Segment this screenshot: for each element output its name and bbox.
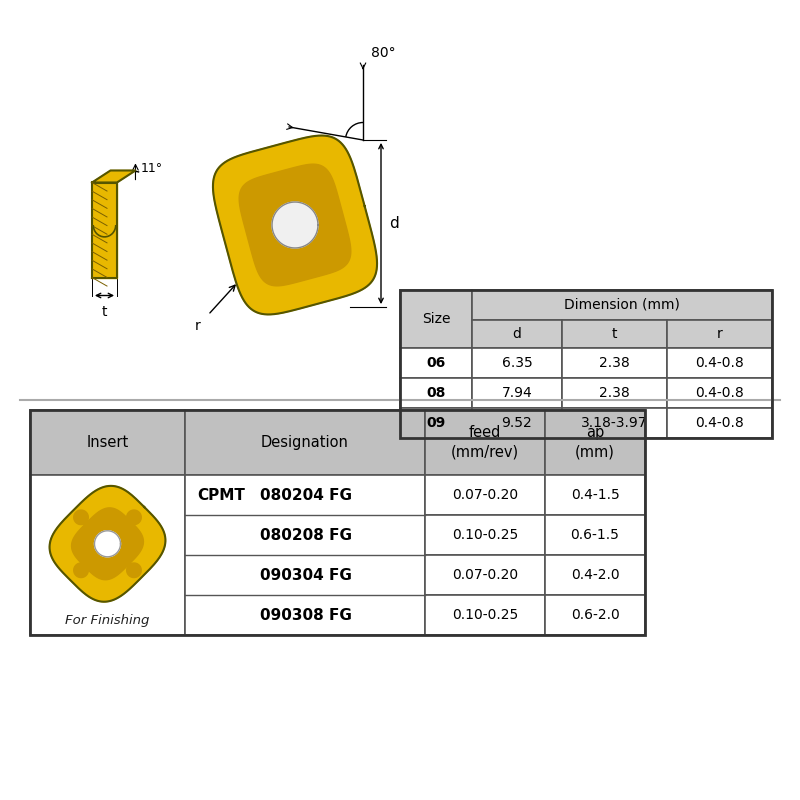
Polygon shape — [272, 202, 318, 248]
Polygon shape — [126, 510, 142, 525]
Text: 2.38: 2.38 — [599, 386, 630, 400]
Text: 3.18-3.97: 3.18-3.97 — [582, 416, 648, 430]
Polygon shape — [92, 170, 135, 182]
Polygon shape — [239, 164, 350, 286]
Bar — [667, 378, 772, 408]
Bar — [425, 515, 545, 555]
Polygon shape — [213, 135, 377, 314]
Bar — [185, 475, 425, 635]
Bar — [562, 320, 667, 348]
Bar — [425, 595, 545, 635]
Bar — [425, 555, 545, 595]
Text: 0.6-2.0: 0.6-2.0 — [570, 608, 619, 622]
Text: 6.35: 6.35 — [502, 356, 532, 370]
Bar — [545, 475, 645, 515]
Bar — [185, 410, 425, 475]
Bar — [400, 290, 772, 438]
Text: t: t — [102, 306, 107, 319]
Text: For Finishing: For Finishing — [66, 614, 150, 627]
Text: feed
(mm/rev): feed (mm/rev) — [451, 425, 519, 460]
Bar — [545, 410, 645, 475]
Text: 0.10-0.25: 0.10-0.25 — [452, 608, 518, 622]
Text: 7.94: 7.94 — [502, 386, 532, 400]
Bar — [472, 378, 562, 408]
Bar — [545, 555, 645, 595]
Text: 0.4-0.8: 0.4-0.8 — [695, 386, 744, 400]
Polygon shape — [74, 510, 88, 525]
Text: Size: Size — [422, 312, 450, 326]
Text: Dimension (mm): Dimension (mm) — [564, 298, 680, 312]
Text: 11°: 11° — [141, 162, 162, 175]
Bar — [545, 515, 645, 555]
Text: 9.52: 9.52 — [502, 416, 532, 430]
Text: 0.4-2.0: 0.4-2.0 — [570, 568, 619, 582]
Bar — [562, 378, 667, 408]
Bar — [400, 348, 472, 378]
Text: r: r — [195, 319, 201, 333]
Bar — [667, 348, 772, 378]
Bar — [425, 410, 545, 475]
Text: d: d — [513, 327, 522, 341]
Text: Insert: Insert — [86, 435, 129, 450]
Text: 0.07-0.20: 0.07-0.20 — [452, 568, 518, 582]
Text: 06: 06 — [426, 356, 446, 370]
Text: 0.10-0.25: 0.10-0.25 — [452, 528, 518, 542]
Bar — [400, 378, 472, 408]
Bar — [667, 408, 772, 438]
Bar — [400, 290, 472, 348]
Text: d: d — [389, 216, 398, 231]
Polygon shape — [71, 508, 143, 580]
Bar — [425, 475, 545, 515]
Text: Designation: Designation — [261, 435, 349, 450]
Text: 080208 FG: 080208 FG — [260, 527, 352, 542]
Bar — [562, 348, 667, 378]
Polygon shape — [126, 563, 142, 578]
Text: t: t — [612, 327, 618, 341]
Bar — [472, 408, 562, 438]
Text: CPMT: CPMT — [197, 487, 245, 502]
Polygon shape — [94, 531, 121, 557]
Text: 09: 09 — [426, 416, 446, 430]
Text: 08: 08 — [426, 386, 446, 400]
Bar — [30, 410, 185, 475]
Text: r: r — [717, 327, 722, 341]
Text: 080204 FG: 080204 FG — [260, 487, 352, 502]
Polygon shape — [92, 182, 117, 278]
Polygon shape — [50, 486, 166, 602]
Bar — [30, 475, 185, 635]
Bar — [472, 348, 562, 378]
Bar — [562, 408, 667, 438]
Bar — [30, 410, 645, 635]
Bar — [545, 595, 645, 635]
Bar — [400, 408, 472, 438]
Bar — [667, 320, 772, 348]
Polygon shape — [74, 563, 88, 578]
Text: 090308 FG: 090308 FG — [260, 607, 352, 622]
Text: 0.6-1.5: 0.6-1.5 — [570, 528, 619, 542]
Text: 0.4-0.8: 0.4-0.8 — [695, 416, 744, 430]
Bar — [472, 290, 772, 320]
Bar — [472, 320, 562, 348]
Text: 0.4-1.5: 0.4-1.5 — [570, 488, 619, 502]
Text: 2.38: 2.38 — [599, 356, 630, 370]
Text: ap
(mm): ap (mm) — [575, 425, 615, 460]
Text: 0.4-0.8: 0.4-0.8 — [695, 356, 744, 370]
Text: 80°: 80° — [371, 46, 396, 60]
Text: 0.07-0.20: 0.07-0.20 — [452, 488, 518, 502]
Text: 090304 FG: 090304 FG — [260, 567, 352, 582]
